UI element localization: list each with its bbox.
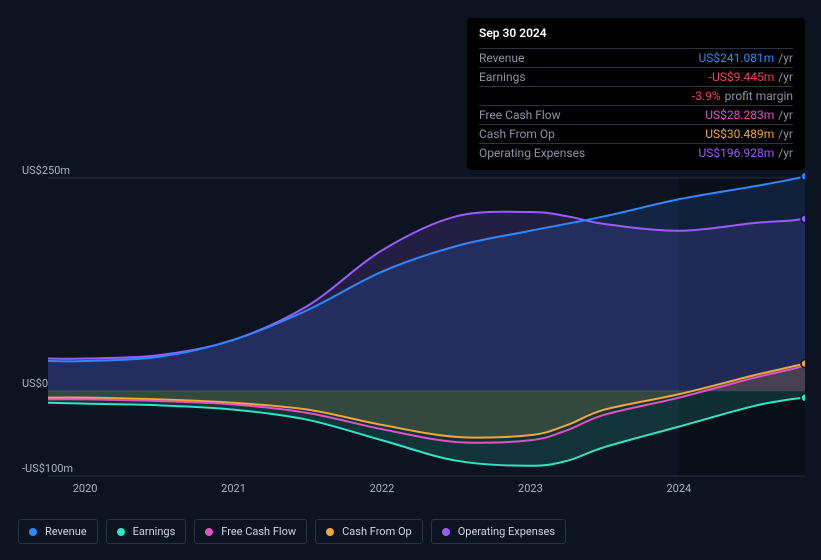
tooltip-value: US$241.081m/yr [698, 51, 793, 65]
tooltip-row: Free Cash Flow US$28.283m/yr [479, 105, 793, 124]
x-tick-label: 2024 [666, 482, 691, 495]
tooltip-date: Sep 30 2024 [479, 26, 793, 44]
legend-item-cash-from-op[interactable]: Cash From Op [315, 519, 423, 544]
x-tick-label: 2020 [73, 482, 98, 495]
x-tick-label: 2022 [370, 482, 395, 495]
legend-label: Free Cash Flow [221, 525, 296, 538]
tooltip-row: Cash From Op US$30.489m/yr [479, 124, 793, 143]
tooltip-value: -3.9%profit margin [692, 89, 793, 103]
tooltip-label: Free Cash Flow [479, 108, 561, 122]
legend-swatch [29, 528, 37, 536]
tooltip-label: Cash From Op [479, 127, 555, 141]
chart-legend: Revenue Earnings Free Cash Flow Cash From O… [18, 519, 566, 544]
legend-swatch [442, 528, 450, 536]
tooltip-label: Revenue [479, 51, 524, 65]
tooltip-label: Earnings [479, 70, 526, 84]
tooltip-value: US$196.928m/yr [698, 146, 793, 160]
tooltip-row: -3.9%profit margin [479, 86, 793, 105]
x-tick-label: 2021 [221, 482, 246, 495]
x-axis: 2020 2021 2022 2023 2024 [18, 482, 805, 502]
tooltip-label: Operating Expenses [479, 146, 585, 160]
legend-label: Operating Expenses [458, 525, 555, 538]
tooltip-row: Earnings -US$9.445m/yr [479, 67, 793, 86]
legend-swatch [205, 528, 213, 536]
legend-item-operating-expenses[interactable]: Operating Expenses [431, 519, 566, 544]
legend-item-earnings[interactable]: Earnings [106, 519, 187, 544]
chart-area [18, 160, 805, 510]
legend-label: Cash From Op [342, 525, 412, 538]
financials-chart [18, 160, 805, 510]
legend-swatch [326, 528, 334, 536]
x-tick-label: 2023 [518, 482, 543, 495]
tooltip-value: -US$9.445m/yr [709, 70, 793, 84]
legend-label: Earnings [133, 525, 176, 538]
tooltip-value: US$30.489m/yr [705, 127, 793, 141]
tooltip-value: US$28.283m/yr [705, 108, 793, 122]
tooltip-row: Revenue US$241.081m/yr [479, 48, 793, 67]
legend-item-free-cash-flow[interactable]: Free Cash Flow [194, 519, 307, 544]
legend-swatch [117, 528, 125, 536]
legend-label: Revenue [45, 525, 87, 538]
chart-tooltip: Sep 30 2024 Revenue US$241.081m/yr Earni… [467, 18, 805, 170]
legend-item-revenue[interactable]: Revenue [18, 519, 98, 544]
